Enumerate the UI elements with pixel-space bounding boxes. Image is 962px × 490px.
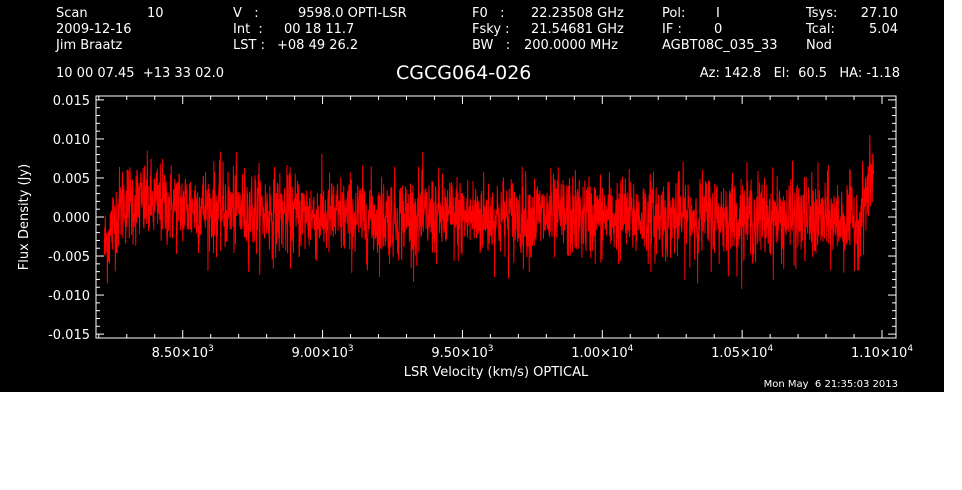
spectrum-series-line: [103, 134, 875, 289]
int-time-value: 00 18 11.7: [284, 22, 355, 37]
y-tick-label: 0.015: [53, 94, 90, 109]
y-tick-label: 0.000: [53, 211, 90, 226]
lst-label: LST :: [233, 38, 265, 53]
x-axis-label: LSR Velocity (km/s) OPTICAL: [404, 365, 589, 380]
series-layer: [103, 134, 875, 289]
obs-date: 2009-12-16: [56, 22, 132, 37]
sky-freq-value: 21.54681 GHz: [531, 22, 624, 37]
pol-label: Pol:: [662, 6, 686, 21]
bandwidth-value: 200.0000 MHz: [524, 38, 618, 53]
x-tick-label: 1.00×104: [571, 344, 633, 361]
observer-name: Jim Braatz: [56, 38, 123, 53]
y-tick-label: 0.005: [53, 172, 90, 187]
x-tick-label: 1.05×104: [711, 344, 773, 361]
source-coords: 10 00 07.45 +13 33 02.0: [56, 66, 225, 81]
rest-freq-value: 22.23508 GHz: [531, 6, 624, 21]
velocity-label: V :: [233, 6, 259, 21]
scan-value: 10: [147, 6, 164, 21]
x-tick-label: 9.00×103: [292, 344, 354, 361]
y-tick-label: 0.010: [53, 133, 90, 148]
bandwidth-label: BW :: [472, 38, 511, 53]
obs-mode: Nod: [806, 38, 832, 53]
sky-freq-label: Fsky :: [472, 22, 510, 37]
int-time-label: Int :: [233, 22, 263, 37]
pointing-info: Az: 142.8 El: 60.5 HA: -1.18: [699, 66, 900, 81]
velocity-value: 9598.0 OPTI-LSR: [298, 6, 407, 21]
if-value: 0: [714, 22, 723, 37]
lst-value: +08 49 26.2: [277, 38, 359, 53]
plot-panel: Scan 10 2009-12-16 Jim Braatz 10 00 07.4…: [0, 0, 944, 392]
y-axis-label: Flux Density (Jy): [17, 164, 32, 270]
pol-value: I: [716, 6, 720, 21]
plot-timestamp: Mon May 6 21:35:03 2013: [763, 379, 898, 390]
rest-freq-label: F0 :: [472, 6, 505, 21]
x-tick-label: 9.50×103: [431, 344, 493, 361]
y-tick-label: -0.005: [48, 250, 90, 265]
y-tick-label: -0.015: [48, 328, 90, 343]
spectrum-chart: 0.015 0.010 0.005 0.000 -0.005 -0.010 -0.015 8.…: [17, 94, 913, 380]
labels-layer: 0.015 0.010 0.005 0.000 -0.005 -0.010 -0.015 8.…: [17, 94, 913, 380]
ticks-layer: [96, 96, 896, 338]
if-label: IF :: [662, 22, 682, 37]
tsys-label: Tsys:: [806, 6, 838, 21]
scan-label: Scan: [56, 6, 88, 21]
tcal-value: 5.04: [869, 22, 898, 37]
project-id: AGBT08C_035_33: [662, 38, 778, 53]
tsys-value: 27.10: [860, 6, 898, 21]
x-tick-label: 1.10×104: [851, 344, 913, 361]
y-tick-label: -0.010: [48, 289, 90, 304]
tcal-label: Tcal:: [806, 22, 835, 37]
x-tick-label: 8.50×103: [152, 344, 214, 361]
source-name: CGCG064-026: [396, 62, 532, 84]
